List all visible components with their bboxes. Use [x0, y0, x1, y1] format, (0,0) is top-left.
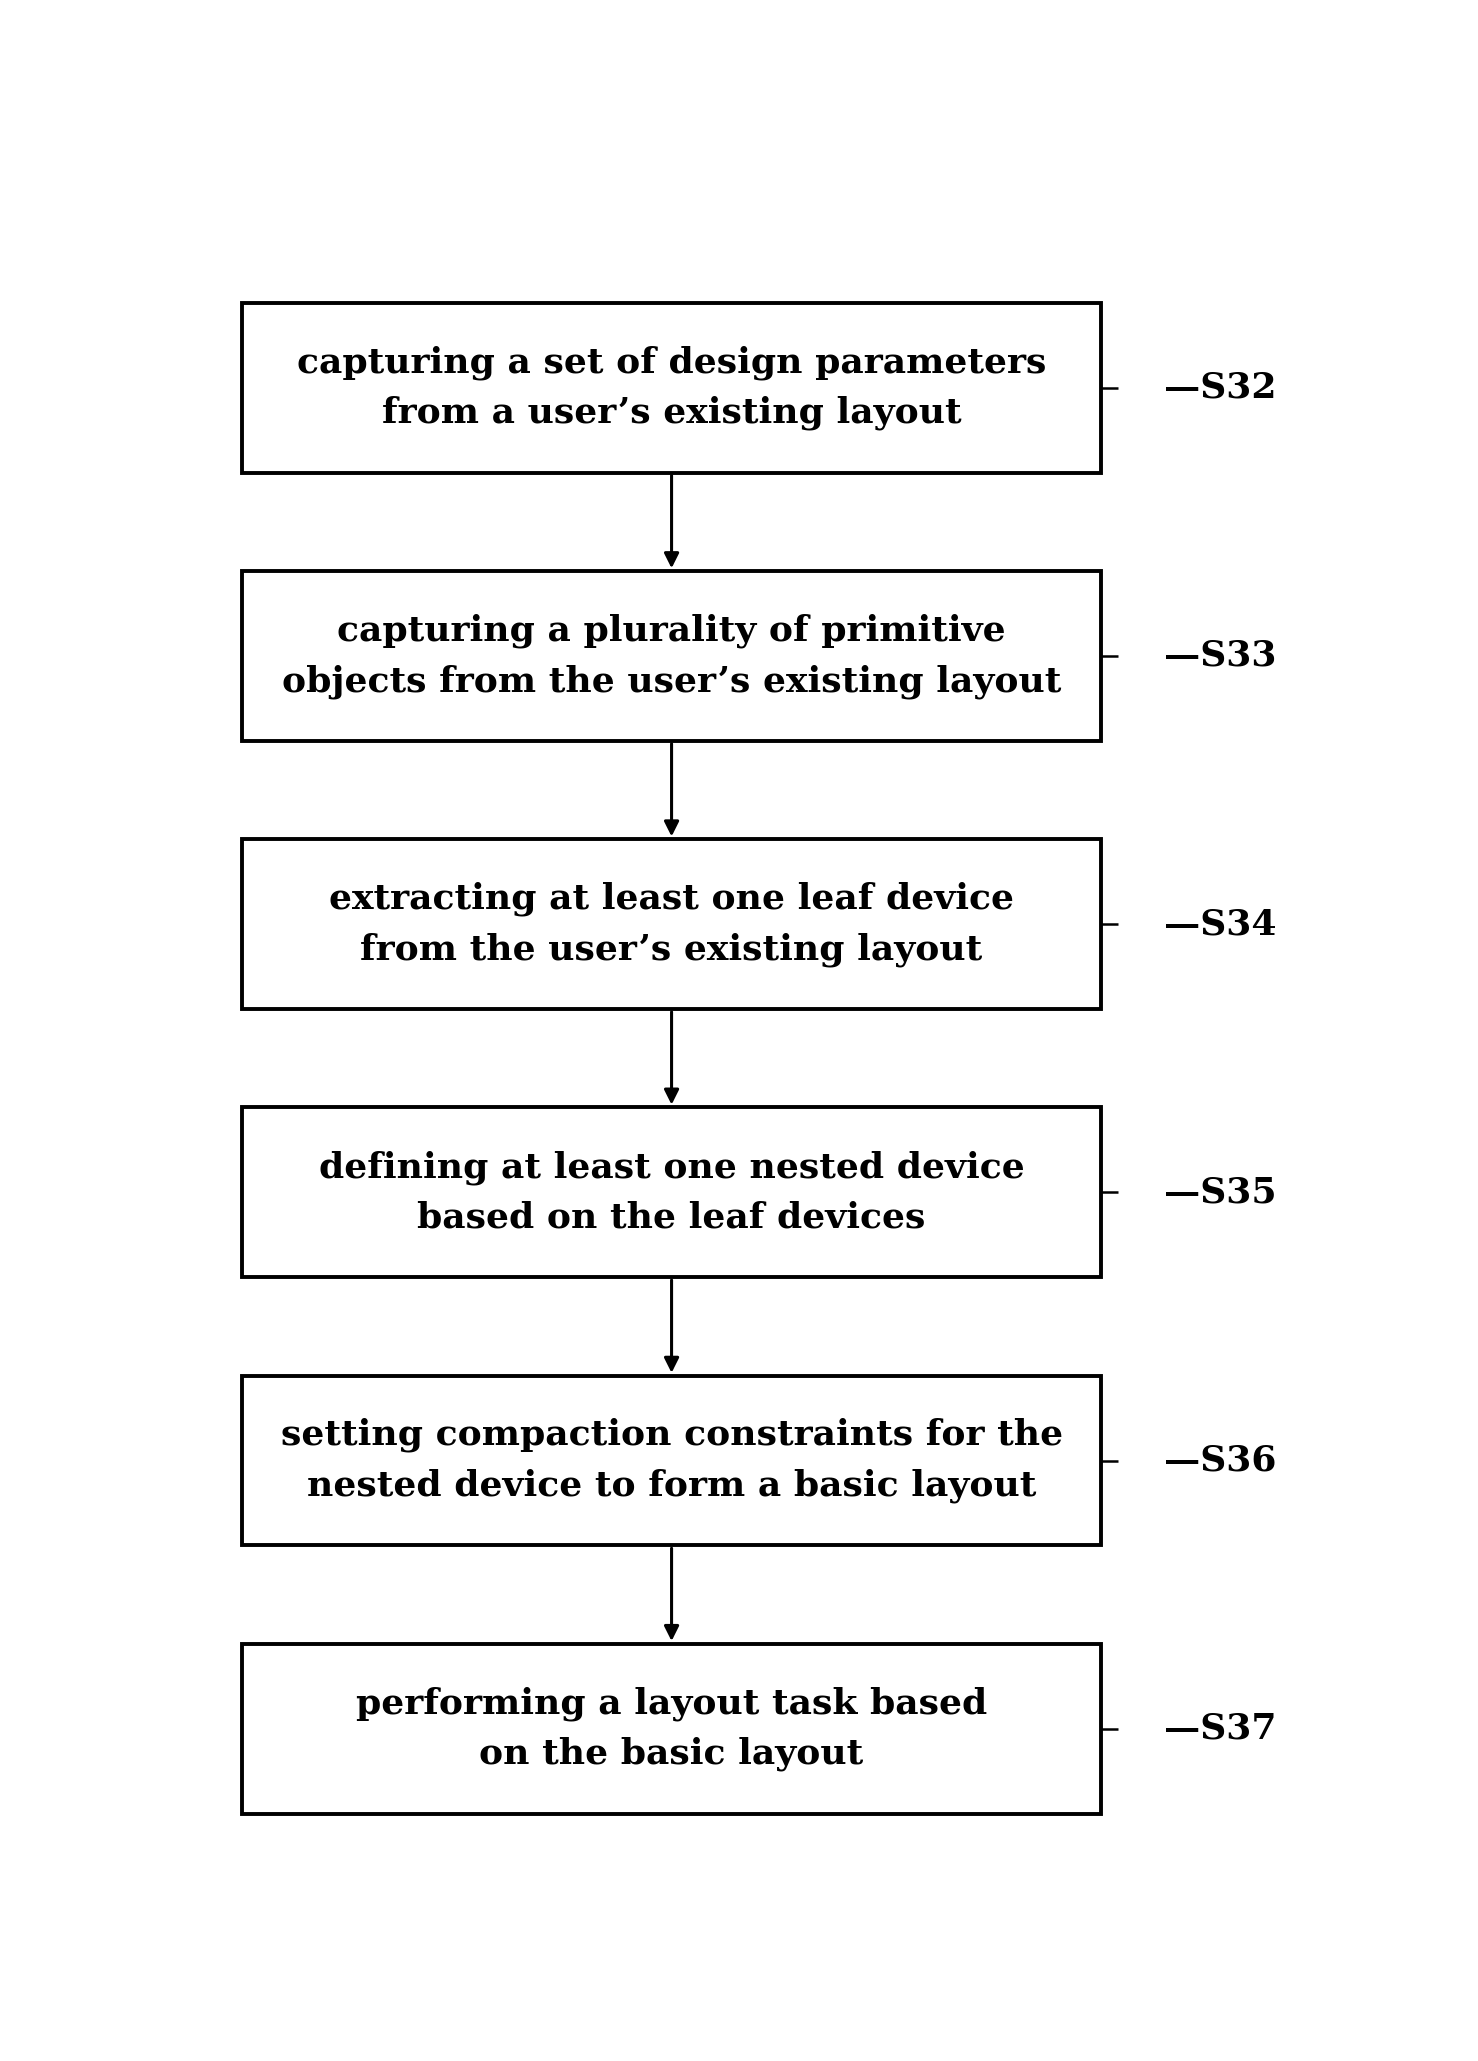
Text: defining at least one nested device
based on the leaf devices: defining at least one nested device base… [319, 1150, 1024, 1235]
Bar [242, 1107, 1101, 1278]
Text: setting compaction constraints for the
nested device to form a basic layout: setting compaction constraints for the n… [281, 1418, 1063, 1502]
Text: —S36: —S36 [1165, 1443, 1277, 1478]
Text: extracting at least one leaf device
from the user’s existing layout: extracting at least one leaf device from… [330, 882, 1014, 967]
Text: —S34: —S34 [1165, 907, 1277, 942]
Bar [242, 571, 1101, 740]
Bar [242, 1645, 1101, 1814]
Bar [242, 1375, 1101, 1546]
Text: capturing a set of design parameters
from a user’s existing layout: capturing a set of design parameters fro… [297, 344, 1046, 431]
Text: performing a layout task based
on the basic layout: performing a layout task based on the ba… [356, 1686, 987, 1770]
Text: —S33: —S33 [1165, 639, 1277, 674]
Bar [242, 839, 1101, 1010]
Text: capturing a plurality of primitive
objects from the user’s existing layout: capturing a plurality of primitive objec… [282, 614, 1061, 699]
Bar [242, 303, 1101, 472]
Text: —S32: —S32 [1165, 371, 1277, 404]
Text: —S37: —S37 [1165, 1713, 1277, 1746]
Text: —S35: —S35 [1165, 1175, 1277, 1210]
